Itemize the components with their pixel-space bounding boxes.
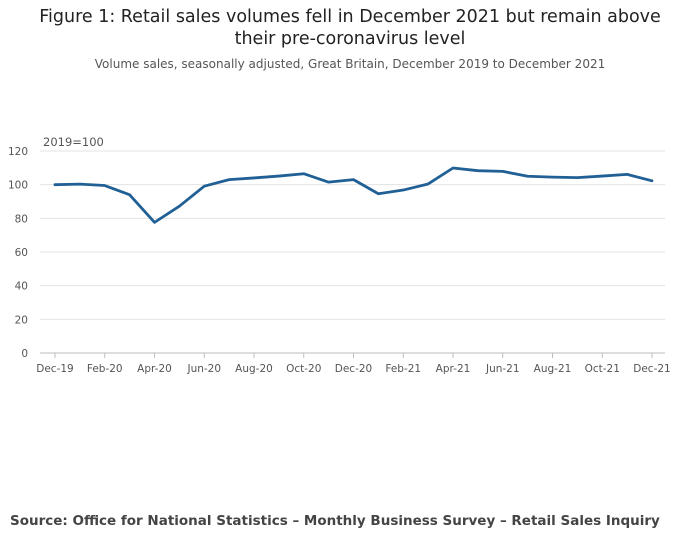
series-layer [53,166,654,224]
data-point-Apr-20 [153,220,157,224]
y-tick-label-80: 80 [15,213,28,225]
data-point-Dec-20 [352,178,356,182]
x-tick-label-Dec-19: Dec-19 [36,363,73,375]
x-tick-label-Jun-20: Jun-20 [186,363,221,375]
source-note: Source: Office for National Statistics –… [10,513,660,529]
y-tick-label-0: 0 [21,348,28,360]
x-tick-label-Dec-20: Dec-20 [335,363,372,375]
series-line-0 [53,166,654,224]
data-point-Sep-21 [575,176,579,180]
data-point-Feb-20 [103,184,107,188]
x-tick-label-Apr-20: Apr-20 [137,363,172,375]
y-tick-label-60: 60 [15,247,28,259]
data-point-Jul-21 [526,174,530,178]
x-tick-label-Feb-20: Feb-20 [87,363,123,375]
data-point-Jan-20 [78,182,82,186]
y-axis-unit-label: 2019=100 [43,135,104,149]
data-point-Oct-21 [600,174,604,178]
data-point-Sep-20 [277,174,281,178]
data-point-May-21 [476,169,480,173]
x-axis: Dec-19 Feb-20 Apr-20 Jun-20 Aug-20 Oct-20 Dec-… [36,353,671,375]
x-tick-label-Feb-21: Feb-21 [385,363,421,375]
data-point-Oct-20 [302,172,306,176]
data-point-Jun-20 [202,184,206,188]
x-tick-label-Aug-21: Aug-21 [534,363,572,375]
data-point-Nov-21 [625,172,629,176]
y-tick-label-40: 40 [15,281,28,293]
data-point-Apr-21 [451,166,455,170]
y-axis-ticks: 0 20 40 60 80 100 120 [8,146,28,360]
data-point-Jun-21 [501,169,505,173]
data-point-Dec-21 [650,179,654,183]
y-tick-label-120: 120 [8,146,28,158]
chart-title: Figure 1: Retail sales volumes fell in D… [39,7,661,49]
data-point-Aug-20 [252,176,256,180]
data-point-May-20 [177,204,181,208]
chart-subtitle: Volume sales, seasonally adjusted, Great… [94,57,606,71]
x-tick-label-Oct-20: Oct-20 [286,363,321,375]
data-point-Dec-19 [53,183,57,187]
x-tick-label-Apr-21: Apr-21 [436,363,471,375]
data-point-Jul-20 [227,178,231,182]
x-tick-label-Aug-20: Aug-20 [235,363,273,375]
line-chart: 0 20 40 60 80 100 120 Dec-19 Feb-20 Apr-20 Jun-20… [8,146,671,375]
gridlines [40,150,665,354]
data-point-Mar-21 [426,182,430,186]
y-tick-label-100: 100 [8,180,28,192]
x-tick-label-Dec-21: Dec-21 [633,363,670,375]
y-tick-label-20: 20 [15,314,28,326]
data-point-Mar-20 [128,193,132,197]
data-point-Aug-21 [551,175,555,179]
data-point-Jan-21 [376,192,380,196]
data-point-Feb-21 [401,188,405,192]
x-tick-label-Oct-21: Oct-21 [585,363,620,375]
x-tick-label-Jun-21: Jun-21 [485,363,520,375]
data-point-Nov-20 [327,180,331,184]
